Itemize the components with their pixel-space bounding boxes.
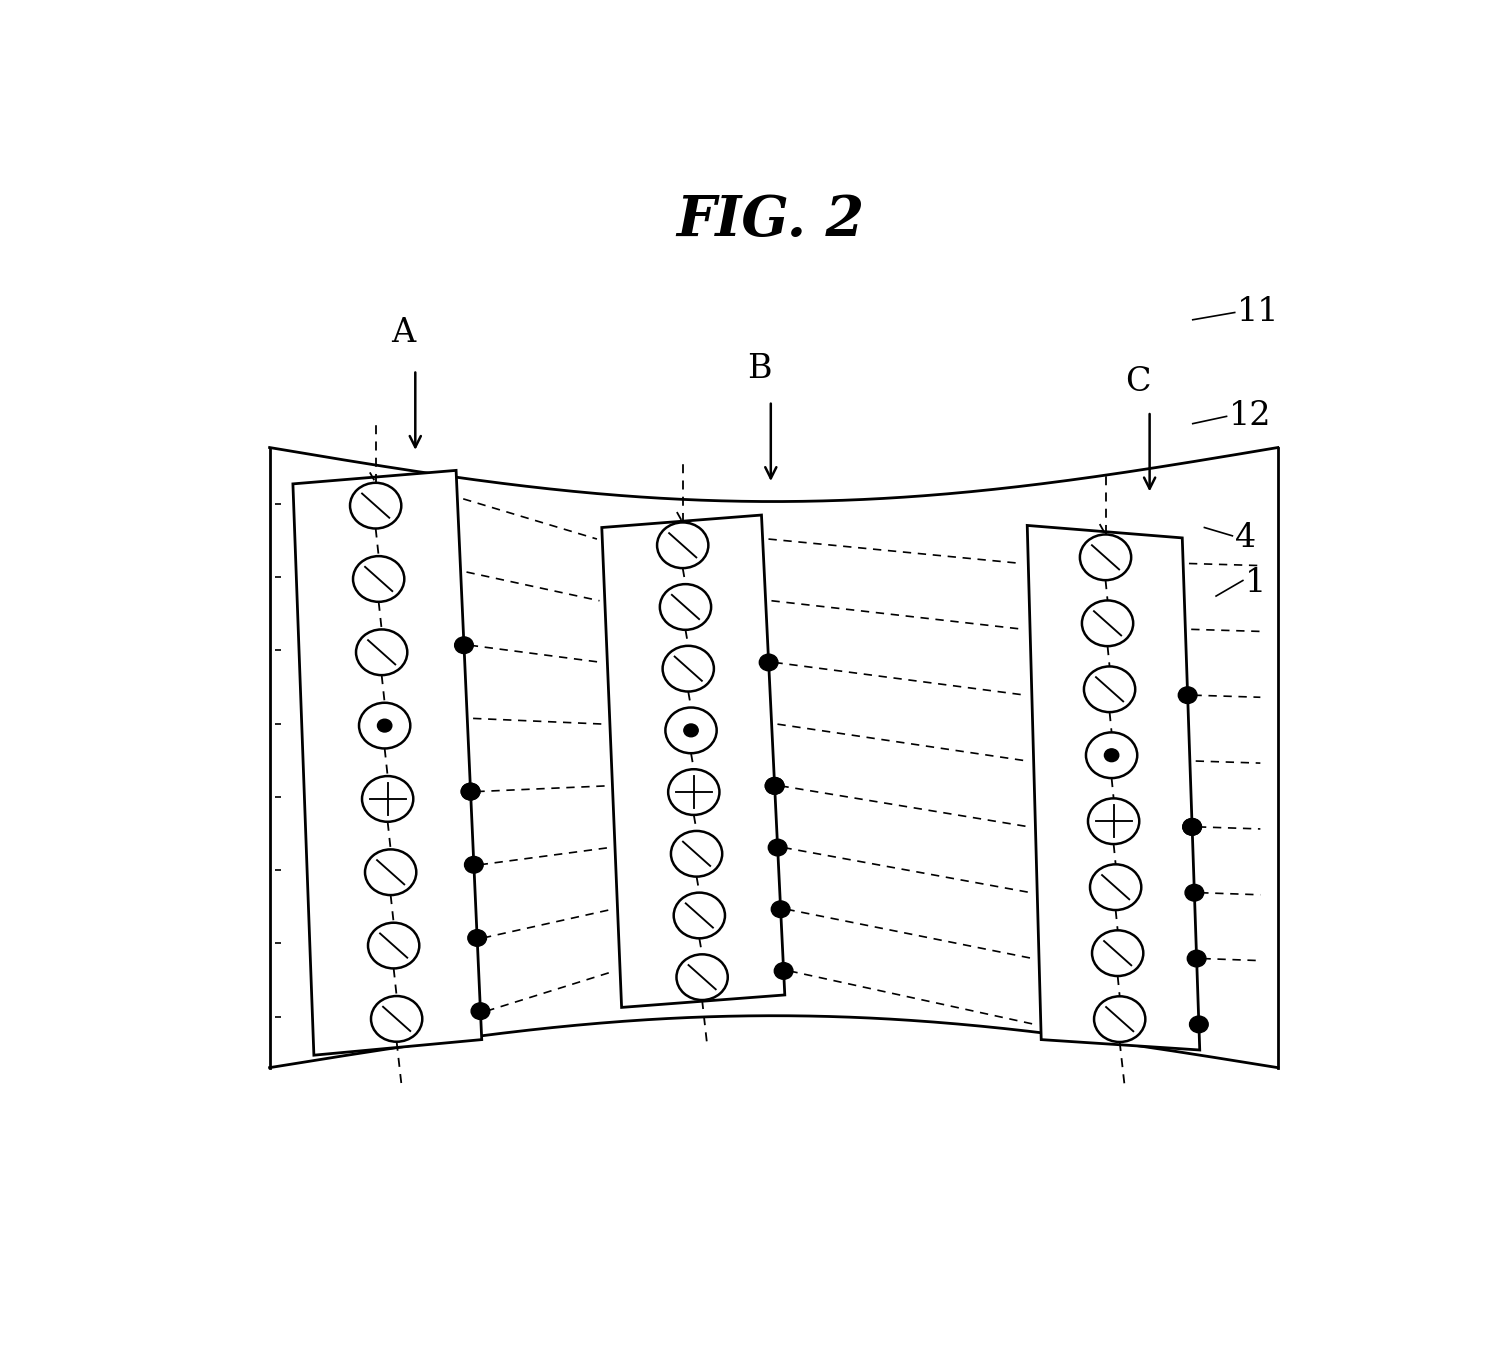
Circle shape [465, 857, 483, 873]
Text: A: A [391, 317, 415, 349]
Circle shape [671, 831, 722, 877]
Circle shape [657, 522, 708, 568]
Circle shape [1190, 1016, 1208, 1033]
Polygon shape [293, 471, 481, 1055]
Circle shape [674, 893, 725, 939]
Circle shape [350, 483, 402, 529]
Text: 11: 11 [1238, 297, 1280, 329]
Circle shape [356, 630, 408, 674]
Circle shape [1182, 819, 1202, 835]
Circle shape [1185, 885, 1203, 901]
Text: 12: 12 [1229, 401, 1271, 433]
Circle shape [668, 769, 719, 815]
Circle shape [359, 703, 411, 749]
Circle shape [766, 777, 784, 795]
Polygon shape [1027, 525, 1200, 1050]
Circle shape [1187, 950, 1206, 967]
Text: 1: 1 [1245, 567, 1266, 599]
Circle shape [365, 850, 417, 896]
Circle shape [1090, 865, 1142, 911]
Circle shape [766, 777, 784, 795]
Circle shape [1182, 819, 1202, 835]
Circle shape [1081, 600, 1133, 646]
Text: FIG. 2: FIG. 2 [677, 193, 865, 248]
Circle shape [677, 954, 728, 1000]
Circle shape [1092, 931, 1143, 977]
Circle shape [660, 584, 711, 630]
Circle shape [471, 1002, 490, 1020]
Text: B: B [747, 353, 772, 386]
Circle shape [1104, 749, 1119, 762]
Circle shape [1086, 733, 1137, 778]
Circle shape [1084, 666, 1136, 712]
Circle shape [665, 707, 717, 753]
Circle shape [760, 654, 778, 670]
Circle shape [462, 784, 480, 800]
Circle shape [1178, 687, 1197, 703]
Circle shape [772, 901, 790, 917]
Circle shape [468, 929, 486, 946]
Circle shape [769, 839, 787, 855]
Text: C: C [1125, 366, 1151, 398]
Circle shape [368, 923, 420, 969]
Circle shape [454, 637, 474, 653]
Circle shape [462, 784, 480, 800]
Circle shape [663, 646, 714, 692]
Circle shape [353, 556, 405, 602]
Circle shape [371, 996, 423, 1041]
Text: 4: 4 [1235, 522, 1256, 554]
Circle shape [1093, 997, 1146, 1041]
Circle shape [378, 719, 393, 733]
Circle shape [362, 776, 414, 822]
Polygon shape [602, 515, 785, 1008]
Circle shape [1080, 534, 1131, 580]
Circle shape [775, 963, 793, 979]
Circle shape [1087, 799, 1139, 844]
Circle shape [684, 724, 698, 737]
